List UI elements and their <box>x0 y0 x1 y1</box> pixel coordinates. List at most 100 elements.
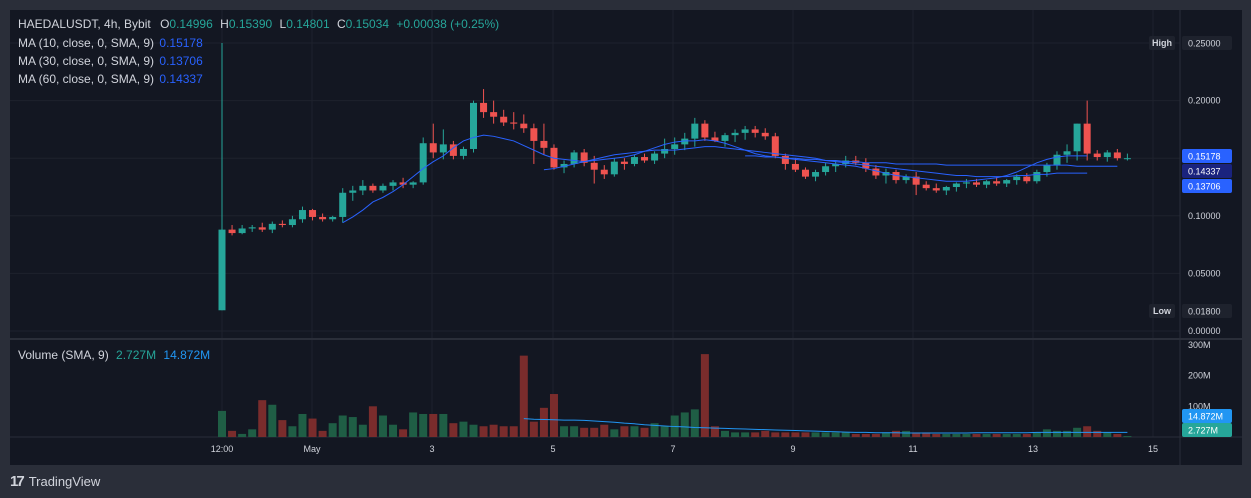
candle-body <box>973 182 980 185</box>
volume-bar <box>1052 430 1061 437</box>
price-chart[interactable]: 0.250000.200000.150000.100000.050000.000… <box>10 10 1242 465</box>
volume-bar <box>429 413 438 437</box>
high-tag-bg <box>1149 36 1175 50</box>
candle-body <box>1113 152 1121 159</box>
volume-bar <box>298 413 307 437</box>
low-label: L <box>279 17 287 31</box>
candle-body <box>912 176 920 185</box>
candle-body <box>288 219 296 226</box>
candle-body <box>248 227 256 229</box>
high-label: H <box>220 17 229 31</box>
candle-body <box>500 116 508 123</box>
volume-bar <box>751 432 760 437</box>
volume-bar <box>851 433 860 437</box>
volume-bar <box>922 432 931 437</box>
volume-bar <box>570 426 579 437</box>
volume-legend[interactable]: Volume (SMA, 9) 2.727M 14.872M <box>18 348 210 362</box>
candle-body <box>329 216 337 220</box>
volume-bar <box>640 427 649 437</box>
candle-body <box>459 148 467 156</box>
candle-body <box>781 155 789 164</box>
chart-area[interactable]: 0.250000.200000.150000.100000.050000.000… <box>10 10 1242 465</box>
ohlc-legend: HAEDALUSDT, 4h, Bybit O0.14996 H0.15390 … <box>18 17 499 31</box>
open-label: O <box>160 17 170 31</box>
volume-bar <box>378 415 387 437</box>
price-tick-label: 0.20000 <box>1188 96 1221 106</box>
ma10-legend[interactable]: MA (10, close, 0, SMA, 9) 0.15178 <box>18 36 203 50</box>
candle-body <box>922 184 930 189</box>
candle-body <box>389 182 397 186</box>
volume-value-1: 2.727M <box>116 348 157 362</box>
volume-bar <box>1063 430 1072 437</box>
volume-bar <box>600 424 609 437</box>
candle-body <box>721 135 729 141</box>
volume-bar <box>549 394 558 437</box>
volume-bar <box>509 426 518 437</box>
candle-body <box>983 181 991 185</box>
candle-body <box>590 162 598 170</box>
candle-body <box>902 176 910 181</box>
candle-body <box>993 181 1001 184</box>
candle-body <box>1063 151 1071 155</box>
volume-bar <box>700 354 709 437</box>
ma60-badge-bg <box>1182 164 1232 178</box>
volume-bar <box>1032 432 1041 437</box>
time-tick-label: 5 <box>550 444 555 454</box>
vol-sma-badge: 14.872M <box>1188 412 1223 422</box>
candle-body <box>339 192 347 217</box>
candle-body <box>1013 176 1021 181</box>
volume-bar <box>338 415 347 437</box>
volume-bar <box>238 433 247 437</box>
volume-bar <box>912 432 921 437</box>
volume-bar <box>710 426 719 437</box>
candle-body <box>228 229 236 234</box>
candle-body <box>268 223 276 230</box>
ma30-label: MA (30, close, 0, SMA, 9) <box>18 54 155 68</box>
ma10-value: 0.15178 <box>159 36 203 50</box>
candle-body <box>651 153 659 161</box>
ma30-badge: 0.13706 <box>1188 182 1221 192</box>
candle-body <box>630 157 638 164</box>
volume-bar <box>459 421 468 437</box>
candle-body <box>470 102 477 149</box>
candle-body <box>731 132 739 136</box>
volume-bar <box>288 426 297 437</box>
candle-body <box>1043 165 1051 173</box>
volume-bar <box>892 430 901 437</box>
candle-body <box>1053 154 1061 166</box>
volume-bar <box>308 418 317 437</box>
tradingview-branding[interactable]: 17 TradingView <box>10 472 100 490</box>
volume-tick-label: 200M <box>1188 371 1211 381</box>
candle-body <box>580 152 588 163</box>
candle-body <box>832 163 840 167</box>
candle-body <box>751 129 759 133</box>
candle-body <box>641 157 649 161</box>
ma-line-1 <box>543 146 1088 178</box>
candle-body <box>520 123 528 129</box>
volume-bar <box>590 427 599 437</box>
volume-bar <box>358 424 367 437</box>
volume-bar <box>1002 433 1011 437</box>
high-value: 0.15390 <box>228 17 273 31</box>
volume-bar <box>399 429 408 437</box>
candle-body <box>892 172 900 181</box>
candle-body <box>1003 180 1011 184</box>
open-value: 0.14996 <box>169 17 213 31</box>
candle-body <box>278 223 286 226</box>
candle-body <box>409 182 417 185</box>
volume-tick-label: 300M <box>1188 340 1211 350</box>
candle-body <box>319 216 327 220</box>
time-tick-label: 12:00 <box>211 444 234 454</box>
candle-body <box>842 160 850 164</box>
volume-bar <box>721 430 729 437</box>
ma60-legend[interactable]: MA (60, close, 0, SMA, 9) 0.14337 <box>18 72 203 86</box>
volume-bar <box>1113 433 1122 437</box>
candle-body <box>862 162 870 169</box>
candle-body <box>369 185 377 191</box>
candle-body <box>701 123 709 138</box>
ma30-legend[interactable]: MA (30, close, 0, SMA, 9) 0.13706 <box>18 54 203 68</box>
candle-body <box>681 138 689 145</box>
volume-bar <box>278 420 287 437</box>
candle-body <box>822 166 830 173</box>
